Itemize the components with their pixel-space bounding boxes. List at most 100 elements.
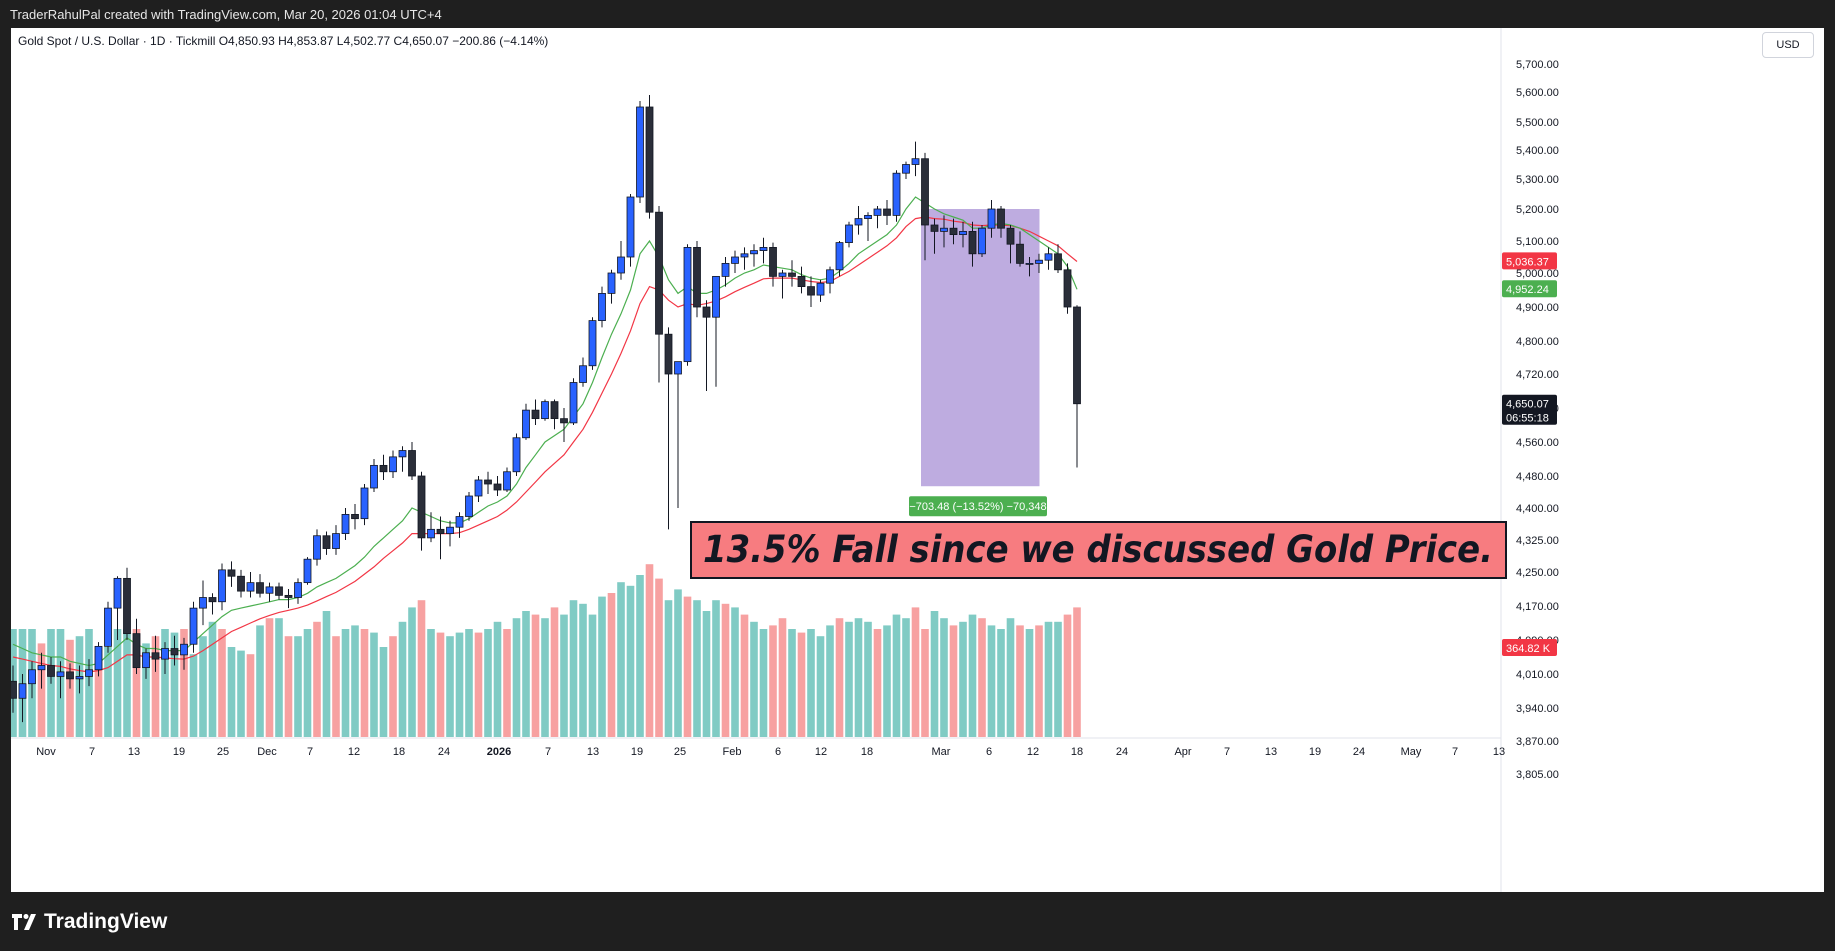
volume-bar bbox=[864, 621, 872, 737]
volume-bar bbox=[1054, 621, 1062, 737]
candle-body bbox=[94, 645, 103, 671]
candle-body bbox=[189, 607, 198, 645]
ema-fast-line bbox=[12, 196, 1078, 667]
volume-bar bbox=[256, 625, 264, 737]
volume-bar bbox=[655, 578, 663, 737]
x-tick-label: May bbox=[1401, 746, 1422, 758]
candle-body bbox=[408, 450, 416, 477]
x-tick-label: 7 bbox=[307, 746, 313, 758]
candle-body bbox=[797, 275, 806, 287]
symbol-legend: Gold Spot / U.S. Dollar · 1D · Tickmill … bbox=[18, 34, 549, 48]
volume-bar bbox=[455, 632, 464, 737]
volume-bar bbox=[854, 618, 863, 737]
x-tick-label: 2026 bbox=[487, 746, 511, 758]
volume-bar bbox=[427, 629, 435, 737]
candle-body bbox=[788, 272, 796, 277]
candle-body bbox=[740, 253, 749, 258]
x-tick-label: 24 bbox=[1116, 746, 1128, 758]
volume-bar bbox=[1025, 629, 1034, 737]
x-tick-label: 18 bbox=[861, 746, 873, 758]
candle-body bbox=[199, 597, 207, 609]
volume-bar bbox=[683, 596, 692, 737]
volume-bar bbox=[921, 629, 929, 737]
candle-body bbox=[161, 648, 169, 660]
last-price-price-box bbox=[1502, 394, 1557, 425]
candle-body bbox=[693, 246, 701, 308]
candle-body bbox=[66, 671, 74, 680]
volume-bar bbox=[446, 636, 454, 737]
candle-body bbox=[807, 286, 815, 296]
candle-body bbox=[845, 224, 853, 244]
candle-body bbox=[351, 513, 359, 520]
volume-bar bbox=[123, 629, 131, 737]
y-tick-label: 3,940.00 bbox=[1516, 703, 1559, 715]
volume-bar bbox=[617, 582, 625, 737]
candle-body bbox=[227, 569, 236, 577]
volume-bar bbox=[522, 611, 530, 737]
volume-bar bbox=[313, 621, 321, 737]
volume-bar bbox=[474, 632, 483, 737]
x-tick-label: 18 bbox=[393, 746, 405, 758]
candle-body bbox=[398, 450, 407, 458]
x-tick-label: Feb bbox=[723, 746, 742, 758]
chart-panel[interactable]: 5,700.00 5,600.00 5,500.00 5,400.00 5,300.00… bbox=[11, 28, 1824, 892]
y-tick-label: 3,870.00 bbox=[1516, 736, 1559, 748]
volume-bar bbox=[759, 629, 768, 737]
x-tick-label: 12 bbox=[1027, 746, 1039, 758]
y-tick-label: 4,480.00 bbox=[1516, 471, 1559, 483]
volume-bar bbox=[132, 629, 141, 737]
volume-bar bbox=[379, 647, 388, 737]
tradingview-logo[interactable]: TradingView bbox=[12, 910, 167, 934]
last-price-price-label: 4,650.07 bbox=[1506, 399, 1549, 411]
candle-body bbox=[303, 558, 312, 584]
volume-bar bbox=[826, 625, 834, 737]
candle-body bbox=[892, 172, 901, 216]
candle-body bbox=[151, 652, 160, 660]
annotation-text: 13.5% Fall since we discussed Gold Price… bbox=[703, 528, 1493, 571]
volume-bar bbox=[588, 614, 597, 737]
volume-bar bbox=[788, 629, 796, 737]
volume-bar bbox=[778, 618, 787, 737]
volume-bar bbox=[503, 629, 511, 737]
x-tick-label: 7 bbox=[1452, 746, 1458, 758]
y-tick-label: 5,200.00 bbox=[1516, 204, 1559, 216]
candle-body bbox=[636, 106, 644, 198]
candle-body bbox=[265, 586, 274, 594]
y-tick-label: 4,010.00 bbox=[1516, 669, 1559, 681]
volume-bar bbox=[816, 636, 825, 737]
candle-body bbox=[123, 577, 131, 635]
volume-bar bbox=[750, 621, 758, 737]
x-tick-label: 7 bbox=[89, 746, 95, 758]
volume-bar bbox=[389, 636, 397, 737]
candle-body bbox=[218, 569, 226, 603]
volume-bar bbox=[360, 629, 369, 737]
candle-body bbox=[322, 535, 331, 549]
x-tick-label: Nov bbox=[36, 746, 56, 758]
volume-bar bbox=[607, 593, 616, 737]
candle-body bbox=[930, 224, 939, 232]
currency-button[interactable]: USD bbox=[1762, 32, 1814, 58]
x-tick-label: Apr bbox=[1174, 746, 1191, 758]
candle-body bbox=[902, 164, 910, 174]
measure-label-box bbox=[909, 496, 1047, 517]
price-chart[interactable]: 5,700.00 5,600.00 5,500.00 5,400.00 5,300.00… bbox=[11, 28, 1824, 892]
x-tick-label: 12 bbox=[348, 746, 360, 758]
candle-body bbox=[142, 652, 150, 669]
candle-body bbox=[360, 487, 369, 520]
candle-body bbox=[170, 648, 179, 656]
candle-body bbox=[816, 282, 825, 296]
volume-bar bbox=[987, 625, 996, 737]
volume-bar bbox=[968, 614, 977, 737]
candle-body bbox=[541, 401, 549, 420]
volume-bar bbox=[151, 636, 160, 737]
candle-body bbox=[37, 665, 46, 671]
ema-fast-price-label: 4,952.24 bbox=[1506, 284, 1549, 296]
candle-body bbox=[550, 401, 559, 420]
y-tick-label: 4,800.00 bbox=[1516, 336, 1559, 348]
x-tick-label: 6 bbox=[986, 746, 992, 758]
volume-bar bbox=[436, 632, 445, 737]
volume-bar bbox=[94, 654, 103, 737]
candle-body bbox=[873, 208, 882, 216]
volume-bar bbox=[664, 600, 673, 737]
volume-bar bbox=[199, 636, 207, 737]
